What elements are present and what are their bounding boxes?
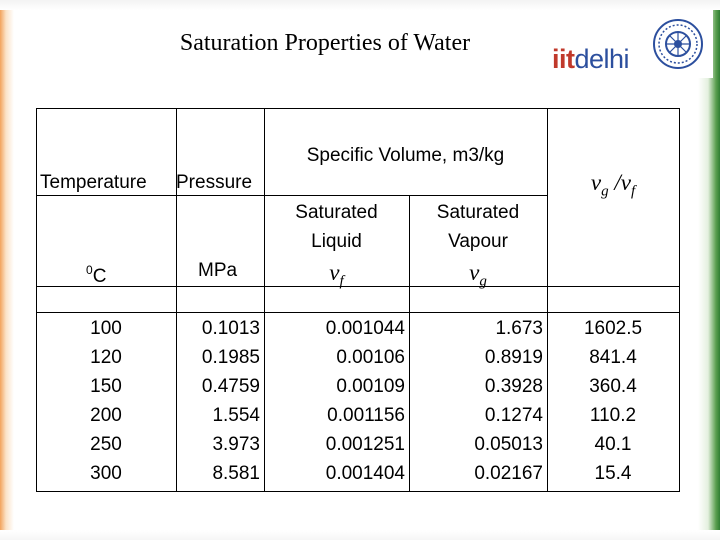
vf-cell: 0.001156: [327, 405, 405, 426]
vf-cell: 0.00109: [336, 376, 405, 397]
temperature-cell: 120: [90, 347, 122, 368]
sat-liquid-line2: Liquid: [311, 231, 362, 252]
pressure-cell: 0.1985: [201, 347, 260, 368]
slide-title: Saturation Properties of Water: [179, 30, 471, 56]
pressure-cell: 1.554: [212, 405, 260, 426]
bottom-band: [0, 530, 720, 540]
sat-vapour-line2: Vapour: [448, 231, 508, 252]
ratio-cell: 1602.5: [583, 318, 643, 339]
vf-symbol: vf: [329, 260, 344, 290]
vf-cell: 0.001251: [325, 434, 405, 455]
vg-symbol: vg: [469, 260, 487, 290]
logo-delhi: delhi: [574, 44, 630, 74]
vg-cell: 0.02167: [474, 463, 543, 484]
pressure-cell: 8.581: [212, 463, 260, 484]
ratio-cell: 110.2: [589, 405, 637, 426]
specific-volume-header: Specific Volume, m3/kg: [306, 145, 505, 166]
ratio-cell: 360.4: [589, 376, 637, 397]
vg-cell: 0.3928: [484, 376, 543, 397]
temperature-cell: 200: [90, 405, 122, 426]
vg-cell: 1.673: [495, 318, 543, 339]
temperature-cell: 150: [90, 376, 122, 397]
ratio-cell: 40.1: [594, 434, 632, 455]
temperature-header: Temperature: [40, 172, 147, 193]
top-band: [0, 0, 720, 10]
vg-cell: 0.8919: [484, 347, 543, 368]
pressure-cell: 0.4759: [201, 376, 260, 397]
emblem-icon: [653, 19, 703, 69]
pressure-cell: 0.1013: [201, 318, 260, 339]
logo-wordmark: iitdelhi: [552, 44, 630, 75]
ratio-cell: 15.4: [594, 463, 632, 484]
vg-cell: 0.05013: [474, 434, 543, 455]
iitdelhi-logo: iitdelhi: [548, 10, 713, 78]
ratio-cell: 841.4: [589, 347, 637, 368]
ratio-header: vg /vf: [590, 170, 636, 200]
pressure-unit: MPa: [198, 260, 238, 281]
pressure-cell: 3.973: [212, 434, 260, 455]
temperature-cell: 300: [90, 463, 122, 484]
temperature-cell: 250: [90, 434, 122, 455]
sat-liquid-line1: Saturated: [295, 202, 378, 223]
logo-iit: iit: [552, 44, 575, 74]
temperature-cell: 100: [90, 318, 122, 339]
vf-cell: 0.001044: [325, 318, 405, 339]
pressure-header: Pressure: [176, 172, 253, 193]
vg-cell: 0.1274: [484, 405, 543, 426]
vf-cell: 0.00106: [336, 347, 405, 368]
temp-unit: 0C: [86, 263, 107, 287]
saturation-table: Temperature Pressure Specific Volume, m3…: [36, 108, 680, 492]
vf-cell: 0.001404: [325, 463, 405, 484]
sat-vapour-line1: Saturated: [436, 202, 520, 223]
